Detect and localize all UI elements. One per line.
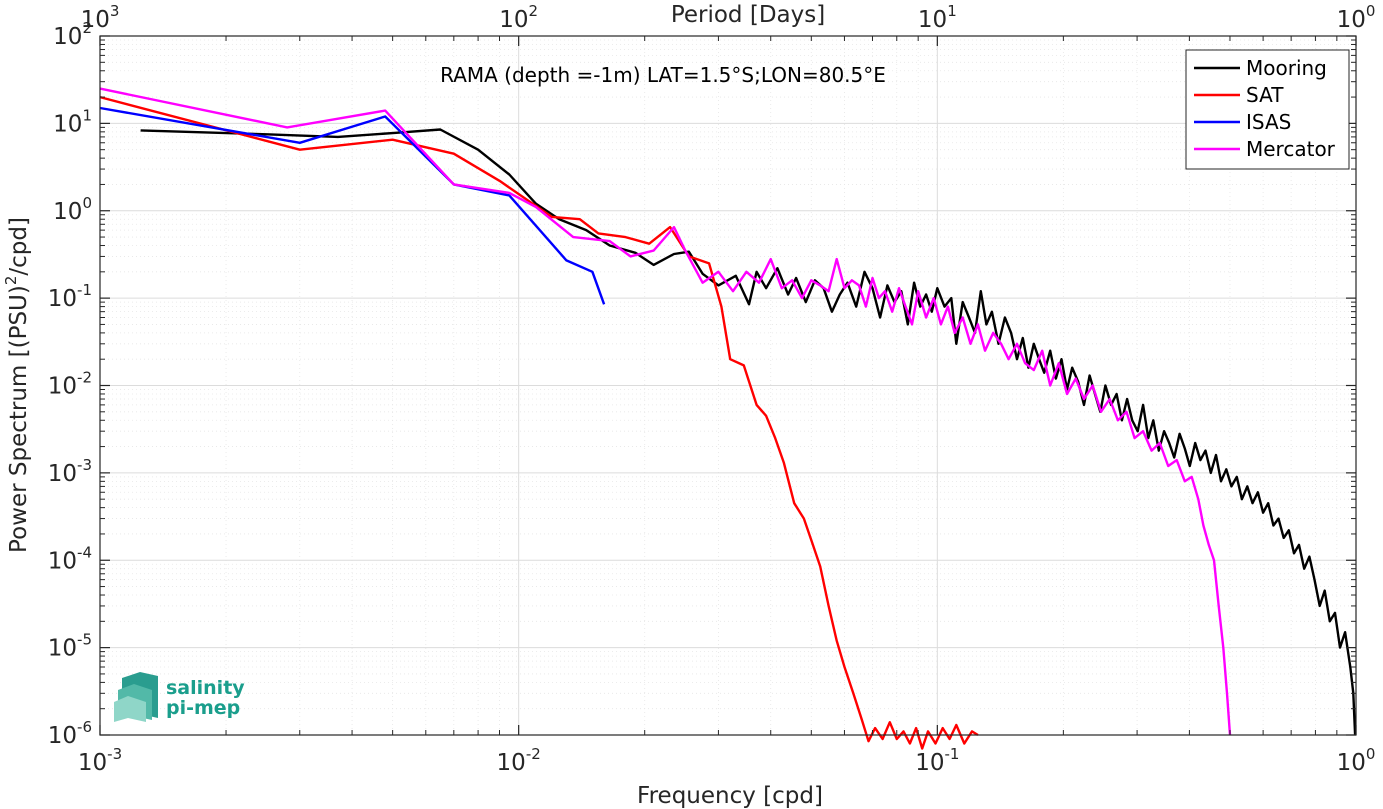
y-tick-label: 10-4 <box>48 543 92 574</box>
series-layer <box>99 87 1357 750</box>
top-tick-label: 103 <box>81 2 120 33</box>
tick-marks <box>99 35 1357 736</box>
top-tick-label: 102 <box>499 2 538 33</box>
legend-label-sat: SAT <box>1246 83 1284 107</box>
y-tick-label: 10-2 <box>48 369 92 400</box>
top-tick-label: 101 <box>918 2 957 33</box>
legend: Mooring SAT ISAS Mercator <box>1185 49 1350 170</box>
y-tick-label: 101 <box>53 106 92 137</box>
x-tick-label: 10-1 <box>915 745 959 776</box>
top-tick-labels: 103 102 101 100 <box>81 2 1376 33</box>
y-tick-label: 10-6 <box>48 718 92 749</box>
logo-waves-icon <box>114 672 158 722</box>
top-axis-label: Period [Days] <box>671 2 825 28</box>
x-tick-labels: 10-3 10-2 10-1 100 <box>78 745 1376 776</box>
y-tick-labels: 102 101 100 10-1 10-2 10-3 10-4 10-5 10-6 <box>48 19 92 749</box>
series-line-sat <box>99 95 979 750</box>
logo-line-2: pi-mep <box>166 697 240 719</box>
series-line-isas <box>99 106 606 305</box>
y-tick-label: 102 <box>53 19 92 50</box>
x-tick-label: 10-3 <box>78 745 122 776</box>
y-tick-label: 100 <box>53 194 92 225</box>
y-tick-label: 10-3 <box>48 456 92 487</box>
x-tick-label: 100 <box>1337 745 1376 776</box>
y-axis-label: Power Spectrum [(PSU)2/cpd] <box>2 217 32 553</box>
chart-title: RAMA (depth =-1m) LAT=1.5°S;LON=80.5°E <box>440 63 886 87</box>
series-line-mercator <box>99 87 1232 736</box>
x-axis-label: Frequency [cpd] <box>637 783 823 809</box>
legend-label-mooring: Mooring <box>1246 56 1327 80</box>
logo-line-1: salinity <box>166 677 245 699</box>
legend-label-isas: ISAS <box>1246 110 1291 134</box>
top-tick-label: 100 <box>1337 2 1376 33</box>
x-tick-label: 10-2 <box>497 745 541 776</box>
salinity-pi-mep-logo: salinity pi-mep <box>114 672 245 722</box>
legend-label-mercator: Mercator <box>1246 137 1336 161</box>
series-line-mooring <box>140 128 1357 736</box>
y-tick-label: 10-5 <box>48 631 92 662</box>
y-tick-label: 10-1 <box>48 281 92 312</box>
